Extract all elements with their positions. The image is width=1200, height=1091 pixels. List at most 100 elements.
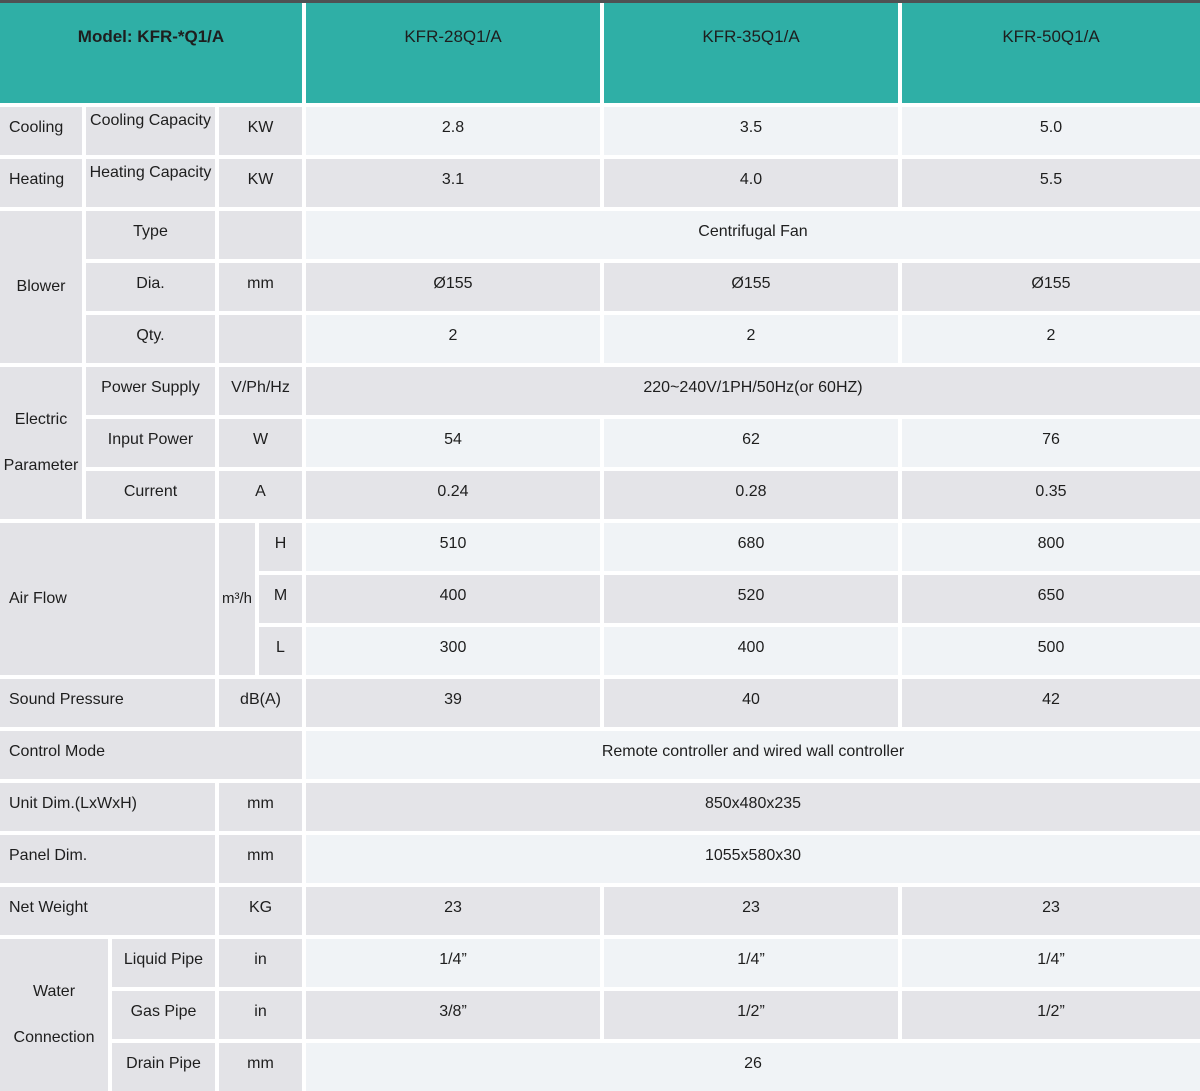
blower-group-label: Blower [0,211,82,363]
input-power-value-kfr35: 62 [604,419,898,467]
blower-type-unit [219,211,302,259]
air-flow-h-value-kfr50: 800 [902,523,1200,571]
row-control-mode: Control Mode Remote controller and wired… [0,731,1200,779]
section-air-flow: Air Flow m³/h H 510 680 800 M 400 520 65… [0,523,1200,675]
input-power-label: Input Power [86,419,215,467]
panel-dim-value: 1055x580x30 [306,835,1200,883]
blower-rows: Type Centrifugal Fan Dia. mm Ø155 Ø155 Ø… [86,211,1200,363]
water-group-line2: Connection [13,1029,95,1046]
current-unit: A [219,471,302,519]
control-mode-value: Remote controller and wired wall control… [306,731,1200,779]
unit-dim-unit: mm [219,783,302,831]
air-flow-m-value-kfr50: 650 [902,575,1200,623]
air-flow-level-m: M [259,575,302,623]
blower-type-value: Centrifugal Fan [306,211,1200,259]
row-current: Current A 0.24 0.28 0.35 [86,471,1200,519]
sound-pressure-unit: dB(A) [219,679,302,727]
blower-qty-unit [219,315,302,363]
section-water-connection: Water Connection Liquid Pipe in 1/4” 1/4… [0,939,1200,1091]
header-col-kfr-35: KFR-35Q1/A [604,3,898,103]
row-blower-dia: Dia. mm Ø155 Ø155 Ø155 [86,263,1200,311]
row-cooling: Cooling Cooling Capacity KW 2.8 3.5 5.0 [0,107,1200,155]
panel-dim-label: Panel Dim. [0,835,215,883]
cooling-capacity-label: Cooling Capacity [86,107,215,155]
cooling-value-kfr28: 2.8 [306,107,600,155]
row-air-flow-low: L 300 400 500 [259,627,1200,675]
air-flow-m-value-kfr28: 400 [306,575,600,623]
top-border-bar [0,0,1200,3]
control-mode-label: Control Mode [0,731,302,779]
current-label: Current [86,471,215,519]
row-input-power: Input Power W 54 62 76 [86,419,1200,467]
row-heating: Heating Heating Capacity KW 3.1 4.0 5.5 [0,159,1200,207]
row-air-flow-high: H 510 680 800 [259,523,1200,571]
current-value-kfr50: 0.35 [902,471,1200,519]
row-sound-pressure: Sound Pressure dB(A) 39 40 42 [0,679,1200,727]
blower-qty-label: Qty. [86,315,215,363]
air-flow-h-value-kfr28: 510 [306,523,600,571]
row-power-supply: Power Supply V/Ph/Hz 220~240V/1PH/50Hz(o… [86,367,1200,415]
net-weight-value-kfr35: 23 [604,887,898,935]
header-col-kfr-50: KFR-50Q1/A [902,3,1200,103]
blower-dia-unit: mm [219,263,302,311]
blower-dia-label: Dia. [86,263,215,311]
input-power-value-kfr28: 54 [306,419,600,467]
sound-pressure-label: Sound Pressure [0,679,215,727]
heating-value-kfr50: 5.5 [902,159,1200,207]
heating-unit: KW [219,159,302,207]
electric-group-line1: Electric [14,411,68,428]
row-unit-dim: Unit Dim.(LxWxH) mm 850x480x235 [0,783,1200,831]
heating-group-label: Heating [0,159,82,207]
air-flow-label: Air Flow [0,523,215,675]
row-gas-pipe: Gas Pipe in 3/8” 1/2” 1/2” [112,991,1200,1039]
water-rows: Liquid Pipe in 1/4” 1/4” 1/4” Gas Pipe i… [112,939,1200,1091]
power-supply-unit: V/Ph/Hz [219,367,302,415]
power-supply-label: Power Supply [86,367,215,415]
section-blower: Blower Type Centrifugal Fan Dia. mm Ø155… [0,211,1200,363]
liquid-pipe-label: Liquid Pipe [112,939,215,987]
input-power-value-kfr50: 76 [902,419,1200,467]
liquid-pipe-value-kfr50: 1/4” [902,939,1200,987]
blower-qty-value-kfr28: 2 [306,315,600,363]
net-weight-unit: KG [219,887,302,935]
sound-pressure-value-kfr35: 40 [604,679,898,727]
air-flow-m-value-kfr35: 520 [604,575,898,623]
current-value-kfr35: 0.28 [604,471,898,519]
input-power-unit: W [219,419,302,467]
air-flow-l-value-kfr28: 300 [306,627,600,675]
net-weight-label: Net Weight [0,887,215,935]
row-panel-dim: Panel Dim. mm 1055x580x30 [0,835,1200,883]
row-blower-type: Type Centrifugal Fan [86,211,1200,259]
gas-pipe-unit: in [219,991,302,1039]
power-supply-value: 220~240V/1PH/50Hz(or 60HZ) [306,367,1200,415]
section-electric-parameter: Electric Parameter Power Supply V/Ph/Hz … [0,367,1200,519]
drain-pipe-unit: mm [219,1043,302,1091]
heating-capacity-label: Heating Capacity [86,159,215,207]
gas-pipe-value-kfr28: 3/8” [306,991,600,1039]
air-flow-h-value-kfr35: 680 [604,523,898,571]
row-net-weight: Net Weight KG 23 23 23 [0,887,1200,935]
electric-rows: Power Supply V/Ph/Hz 220~240V/1PH/50Hz(o… [86,367,1200,519]
drain-pipe-label: Drain Pipe [112,1043,215,1091]
sound-pressure-value-kfr28: 39 [306,679,600,727]
blower-type-label: Type [86,211,215,259]
liquid-pipe-value-kfr35: 1/4” [604,939,898,987]
air-flow-unit: m³/h [219,523,255,675]
electric-group-line2: Parameter [3,457,79,474]
net-weight-value-kfr28: 23 [306,887,600,935]
heating-value-kfr28: 3.1 [306,159,600,207]
current-value-kfr28: 0.24 [306,471,600,519]
cooling-value-kfr35: 3.5 [604,107,898,155]
air-flow-level-l: L [259,627,302,675]
cooling-group-label: Cooling [0,107,82,155]
air-flow-rows: H 510 680 800 M 400 520 650 L 300 400 50… [259,523,1200,675]
row-drain-pipe: Drain Pipe mm 26 [112,1043,1200,1091]
blower-dia-value-kfr35: Ø155 [604,263,898,311]
unit-dim-label: Unit Dim.(LxWxH) [0,783,215,831]
panel-dim-unit: mm [219,835,302,883]
row-liquid-pipe: Liquid Pipe in 1/4” 1/4” 1/4” [112,939,1200,987]
water-connection-group-label: Water Connection [0,939,108,1091]
electric-group-label: Electric Parameter [0,367,82,519]
gas-pipe-value-kfr50: 1/2” [902,991,1200,1039]
